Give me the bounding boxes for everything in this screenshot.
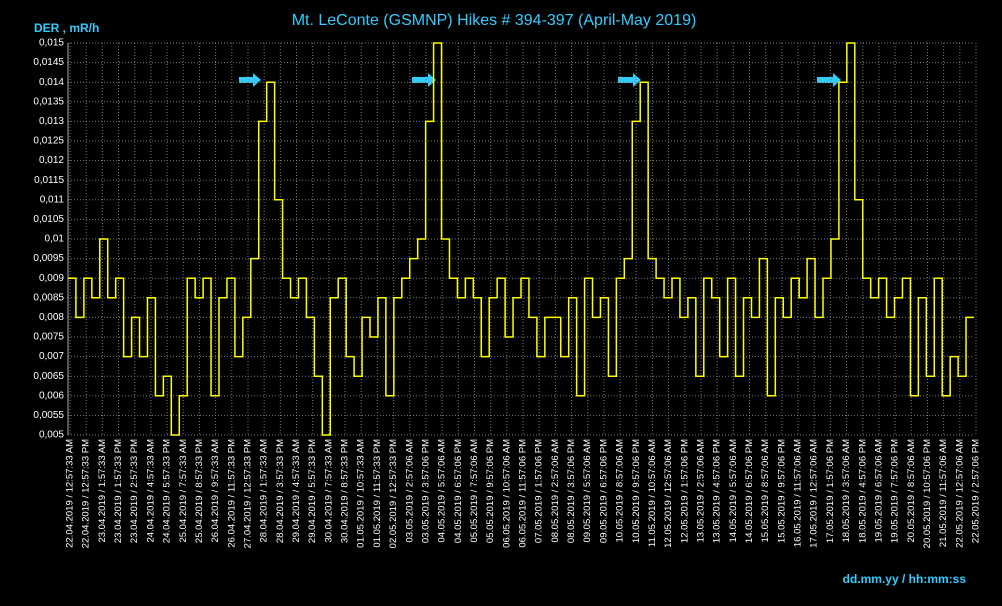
y-tick-label: 0,0125	[33, 136, 64, 147]
x-tick-label: 06.05.2019 / 10:57:06 AM	[501, 439, 512, 548]
x-tick-label: 07.05.2019 / 1:57:06 PM	[534, 439, 545, 543]
x-tick-label: 30.04.2019 / 8:57:33 PM	[340, 439, 351, 543]
x-tick-label: 04.05.2019 / 6:57:06 PM	[453, 439, 464, 543]
x-tick-label: 23.04.2019 / 1:57:33 PM	[113, 439, 124, 543]
x-tick-label: 15.05.2019 / 8:57:06 AM	[760, 439, 771, 543]
x-tick-label: 18.05.2019 / 4:57:06 PM	[857, 439, 868, 543]
x-tick-label: 14.05.2019 / 5:57:06 AM	[728, 439, 739, 543]
y-tick-label: 0,0065	[33, 371, 64, 382]
y-tick-label: 0,011	[40, 194, 65, 205]
x-tick-label: 26.04.2019 / 11:57:33 PM	[226, 439, 237, 548]
x-tick-label: 13.05.2019 / 4:57:06 PM	[712, 439, 723, 543]
x-tick-label: 24.04.2019 / 4:57:33 AM	[145, 439, 156, 543]
x-axis-label: dd.mm.yy / hh:mm:ss	[843, 572, 967, 586]
x-tick-label: 03.05.2019 / 2:57:06 AM	[404, 439, 415, 543]
y-tick-label: 0,009	[39, 273, 64, 284]
x-tick-label: 25.04.2019 / 8:57:33 PM	[194, 439, 205, 543]
x-tick-label: 21.05.2019 / 11:57:06 AM	[938, 439, 949, 547]
x-tick-label: 28.04.2019 / 1:57:33 AM	[259, 439, 270, 543]
x-tick-label: 10.05.2019 / 8:57:06 AM	[615, 439, 626, 543]
y-tick-label: 0,0135	[33, 96, 64, 107]
x-tick-label: 30.04.2019 / 7:57:33 AM	[323, 439, 334, 543]
y-tick-label: 0,0095	[33, 253, 64, 264]
y-tick-label: 0,01	[45, 234, 65, 245]
x-tick-label: 19.05.2019 / 7:57:06 PM	[890, 439, 901, 543]
y-tick-label: 0,0145	[33, 57, 64, 68]
x-tick-label: 15.05.2019 / 9:57:06 PM	[776, 439, 787, 543]
x-tick-label: 22.04.2019 / 12:57:33 AM	[65, 439, 76, 548]
x-tick-label: 20.05.2019 / 10:57:06 PM	[922, 439, 933, 548]
y-tick-label: 0,008	[39, 312, 64, 323]
y-tick-label: 0,014	[39, 77, 64, 88]
x-tick-label: 05.05.2019 / 9:57:06 PM	[485, 439, 496, 543]
x-tick-label: 22.05.2019 / 2:57:06 PM	[971, 439, 982, 543]
x-tick-label: 10.05.2019 / 9:57:06 PM	[631, 439, 642, 543]
x-tick-label: 22.05.2019 / 12:57:06 AM	[954, 439, 965, 548]
y-tick-label: 0,006	[39, 390, 64, 401]
x-tick-label: 03.05.2019 / 3:57:06 PM	[420, 439, 431, 543]
x-tick-label: 26.04.2019 / 9:57:33 AM	[210, 439, 221, 543]
data-line	[68, 42, 974, 436]
x-tick-label: 06.05.2019 / 11:57:06 PM	[518, 439, 529, 548]
arrow	[239, 73, 261, 87]
x-tick-label: 17.05.2019 / 12:57:06 AM	[809, 439, 820, 548]
x-tick-label: 09.05.2019 / 6:57:06 PM	[598, 439, 609, 543]
x-tick-label: 19.05.2019 / 6:57:06 AM	[873, 439, 884, 543]
y-tick-label: 0,015	[39, 38, 64, 49]
arrow	[817, 73, 841, 87]
x-tick-label: 29.04.2019 / 4:57:33 AM	[291, 439, 302, 543]
y-tick-label: 0,0055	[33, 410, 64, 421]
x-tick-label: 16.05.2019 / 11:57:06 AM	[793, 439, 804, 547]
x-tick-label: 11.05.2019 / 10:57:06 AM	[647, 439, 658, 547]
peak-arrows	[239, 73, 841, 87]
y-tick-label: 0,007	[39, 351, 64, 362]
x-tick-label: 05.05.2019 / 7:57:06 AM	[469, 439, 480, 543]
x-tick-label: 09.05.2019 / 5:57:06 AM	[582, 439, 593, 543]
x-tick-label: 01.05.2019 / 11:57:33 PM	[372, 439, 383, 548]
y-tick-label: 0,0115	[34, 175, 64, 186]
x-tick-label: 02.05.2019 / 12:57:33 PM	[388, 439, 399, 548]
x-tick-label: 13.05.2019 / 2:57:06 AM	[695, 439, 706, 543]
x-tick-label: 08.05.2019 / 3:57:06 PM	[566, 439, 577, 543]
x-tick-label: 25.04.2019 / 7:57:33 AM	[178, 439, 189, 543]
x-tick-label: 08.05.2019 / 2:57:06 AM	[550, 439, 561, 543]
x-tick-label: 28.04.2019 / 3:57:33 PM	[275, 439, 286, 543]
arrow	[412, 73, 436, 87]
x-tick-label: 23.04.2019 / 2:57:33 PM	[129, 439, 140, 543]
y-tick-label: 0,0105	[33, 214, 64, 225]
y-tick-label: 0,005	[39, 430, 64, 441]
y-tick-label: 0,0085	[33, 292, 64, 303]
x-tick-label: 20.05.2019 / 8:57:06 AM	[906, 439, 917, 543]
x-tick-label: 29.04.2019 / 5:57:33 PM	[307, 439, 318, 543]
x-tick-label: 17.05.2019 / 1:57:06 PM	[825, 439, 836, 543]
x-tick-label: 24.04.2019 / 5:57:33 PM	[162, 439, 173, 543]
y-tick-label: 0,0075	[33, 332, 64, 343]
x-tick-label: 12.05.2019 / 12:57:06 AM	[663, 439, 674, 548]
y-axis-label: DER , mR/h	[34, 21, 99, 35]
x-tick-label: 18.05.2019 / 3:57:06 AM	[841, 439, 852, 543]
chart-title: Mt. LeConte (GSMNP) Hikes # 394-397 (Apr…	[292, 12, 697, 29]
arrow	[618, 73, 641, 87]
y-tick-label: 0,012	[39, 155, 64, 166]
x-tick-label: 01.05.2019 / 10:57:33 AM	[356, 439, 367, 548]
x-tick-label: 23.04.2019 / 1:57:33 AM	[97, 439, 108, 543]
x-tick-label: 27.04.2019 / 12:57:33 PM	[242, 439, 253, 548]
y-tick-label: 0,013	[39, 116, 64, 127]
x-tick-label: 22.04.2019 / 12:57:33 PM	[81, 439, 92, 548]
x-tick-label: 12.05.2019 / 1:57:06 PM	[679, 439, 690, 543]
x-tick-label: 04.05.2019 / 5:57:06 AM	[437, 439, 448, 543]
x-tick-label: 14.05.2019 / 6:57:06 PM	[744, 439, 755, 543]
